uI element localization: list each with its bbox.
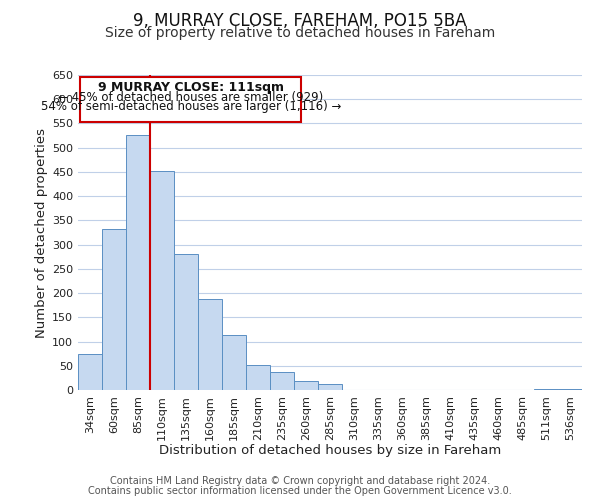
Bar (126, 134, 150, 390)
Bar (102, 228, 126, 390)
Bar (294, 381, 318, 390)
Bar (246, 366, 270, 390)
Bar (174, 254, 198, 390)
Bar (78, 354, 102, 390)
Text: 54% of semi-detached houses are larger (1,116) →: 54% of semi-detached houses are larger (… (41, 100, 341, 113)
Y-axis label: Number of detached properties: Number of detached properties (35, 128, 48, 338)
Bar (222, 335, 246, 390)
Bar (318, 384, 342, 390)
Text: Size of property relative to detached houses in Fareham: Size of property relative to detached ho… (105, 26, 495, 40)
Text: 9 MURRAY CLOSE: 111sqm: 9 MURRAY CLOSE: 111sqm (98, 81, 284, 94)
Text: ← 45% of detached houses are smaller (929): ← 45% of detached houses are smaller (92… (58, 90, 323, 104)
Bar (150, 171, 174, 390)
Bar (534, 388, 558, 390)
X-axis label: Distribution of detached houses by size in Fareham: Distribution of detached houses by size … (159, 444, 501, 457)
Bar (270, 372, 294, 390)
FancyBboxPatch shape (80, 77, 301, 122)
Text: 9, MURRAY CLOSE, FAREHAM, PO15 5BA: 9, MURRAY CLOSE, FAREHAM, PO15 5BA (133, 12, 467, 30)
Text: Contains HM Land Registry data © Crown copyright and database right 2024.: Contains HM Land Registry data © Crown c… (110, 476, 490, 486)
Bar (198, 299, 222, 390)
Text: Contains public sector information licensed under the Open Government Licence v3: Contains public sector information licen… (88, 486, 512, 496)
Bar (558, 388, 582, 390)
